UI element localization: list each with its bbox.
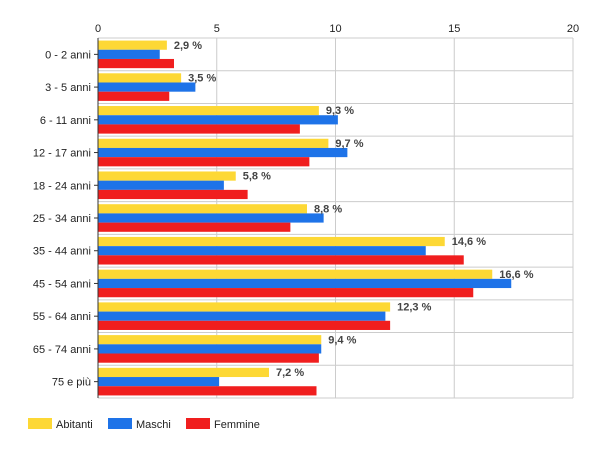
bar-femmine xyxy=(98,58,174,69)
data-label: 7,2 % xyxy=(276,367,304,379)
bar-femmine xyxy=(98,124,300,134)
data-label: 5,8 % xyxy=(243,171,271,183)
data-label: 9,4 % xyxy=(328,334,356,346)
bar-abitanti xyxy=(98,106,319,116)
labels: 0 5 10 15 20 0 - 2 anni 2,9 % 3 - 5 anni 3,5 % 6 … xyxy=(33,23,579,389)
bar-femmine xyxy=(98,91,170,101)
bar-maschi xyxy=(98,344,322,354)
data-label: 2,9 % xyxy=(174,40,202,52)
bar-abitanti xyxy=(98,269,493,279)
bar-abitanti xyxy=(98,367,269,378)
legend-label-abitanti: Abitanti xyxy=(56,419,93,431)
x-tick-label: 0 xyxy=(95,23,101,35)
bar-femmine xyxy=(98,189,248,200)
bar-abitanti xyxy=(98,40,167,50)
data-label: 16,6 % xyxy=(499,269,533,281)
data-label: 8,8 % xyxy=(314,203,342,215)
category-label: 75 e più xyxy=(52,377,91,389)
gridlines xyxy=(97,37,574,399)
bar-femmine xyxy=(98,386,317,396)
x-tick-label: 10 xyxy=(329,23,341,35)
bar-maschi xyxy=(98,147,348,158)
bar-maschi xyxy=(98,82,196,92)
bar-femmine xyxy=(98,288,474,298)
x-tick-label: 15 xyxy=(448,23,460,35)
category-label: 6 - 11 anni xyxy=(40,115,91,127)
category-label: 0 - 2 anni xyxy=(45,49,91,61)
bar-femmine xyxy=(98,353,319,363)
data-label: 9,3 % xyxy=(326,105,354,117)
bar-abitanti xyxy=(98,335,322,345)
category-label: 18 - 24 anni xyxy=(33,180,91,192)
bar-maschi xyxy=(98,311,386,321)
bar-maschi xyxy=(98,278,512,289)
data-label: 14,6 % xyxy=(452,236,486,248)
bar-maschi xyxy=(98,213,324,223)
legend-label-femmine: Femmine xyxy=(214,419,260,431)
category-label: 65 - 74 anni xyxy=(33,344,91,356)
bar-abitanti xyxy=(98,138,329,148)
bar-maschi xyxy=(98,377,220,387)
category-label: 45 - 54 anni xyxy=(33,278,91,290)
data-label: 12,3 % xyxy=(397,302,431,314)
bar-abitanti xyxy=(98,302,391,312)
category-label: 55 - 64 anni xyxy=(33,311,91,323)
x-tick-label: 20 xyxy=(567,23,579,35)
bar-femmine xyxy=(98,255,464,265)
bar-maschi xyxy=(98,180,224,190)
legend-label-maschi: Maschi xyxy=(136,419,171,431)
legend: Abitanti Maschi Femmine xyxy=(28,418,260,431)
category-label: 25 - 34 anni xyxy=(33,213,91,225)
data-label: 9,7 % xyxy=(335,138,363,150)
x-tick-label: 5 xyxy=(214,23,220,35)
bar-femmine xyxy=(98,320,391,330)
bar-maschi xyxy=(98,49,160,59)
legend-swatch-femmine xyxy=(186,418,210,429)
bar-femmine xyxy=(98,157,310,167)
bars xyxy=(98,40,512,396)
category-label: 3 - 5 anni xyxy=(45,82,91,94)
bar-maschi xyxy=(98,115,338,125)
legend-swatch-abitanti xyxy=(28,418,52,429)
legend-swatch-maschi xyxy=(108,418,132,429)
bar-abitanti xyxy=(98,236,445,247)
category-label: 12 - 17 anni xyxy=(33,148,91,160)
bar-abitanti xyxy=(98,171,236,181)
bar-maschi xyxy=(98,246,426,256)
axes xyxy=(94,38,99,398)
category-label: 35 - 44 anni xyxy=(33,246,91,258)
data-label: 3,5 % xyxy=(188,72,216,84)
bar-abitanti xyxy=(98,204,307,214)
bar-femmine xyxy=(98,222,291,232)
bar-abitanti xyxy=(98,73,182,83)
